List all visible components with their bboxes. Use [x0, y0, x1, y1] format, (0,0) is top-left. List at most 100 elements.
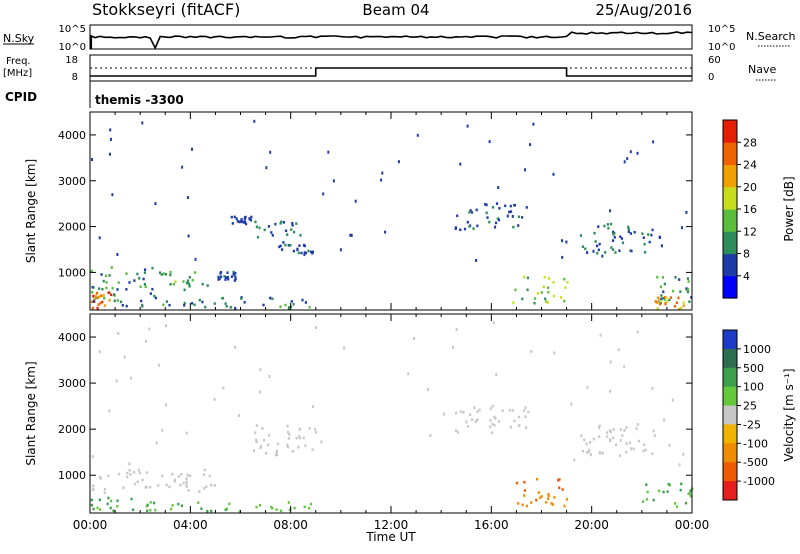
power-cell [149, 292, 152, 295]
power-cell [249, 218, 252, 222]
velocity-cell [132, 508, 135, 512]
power-cell [290, 300, 293, 303]
power-cell [512, 301, 515, 304]
power-cell [584, 247, 587, 251]
power-cell [191, 278, 194, 282]
power-cell [94, 294, 97, 298]
power-cell [380, 178, 383, 182]
velocity-cell [689, 494, 692, 498]
power-cell [109, 128, 112, 132]
velocity-cell [238, 510, 241, 513]
velocity-cell [608, 429, 611, 433]
power-cell [186, 196, 189, 199]
velocity-cell [530, 501, 533, 504]
velocity-cell [238, 414, 241, 417]
velocity-cell [651, 452, 654, 455]
velocity-cell [524, 426, 528, 429]
nsearch-tick-top: 10^5 [708, 24, 735, 35]
power-cell [560, 296, 563, 299]
power-cell [596, 252, 599, 255]
power-cell [299, 234, 302, 237]
power-cell [183, 288, 186, 292]
power-cell [613, 231, 616, 235]
velocity-cell [524, 406, 527, 410]
power-cell [566, 281, 569, 284]
velocity-cell [598, 426, 601, 430]
power-cell [607, 226, 610, 230]
velocity-cell [133, 482, 136, 486]
velocity-cell [141, 478, 144, 482]
velocity-cell [682, 452, 685, 456]
velocity-cell [518, 424, 521, 427]
power-cell [169, 283, 172, 286]
power-colorbar-tick-label: 8 [743, 248, 750, 261]
power-cell [526, 276, 529, 280]
power-cell [221, 296, 224, 300]
velocity-colorbar-tick-label: 25 [743, 400, 757, 413]
velocity-cell [469, 413, 472, 416]
power-ytick-label: 2000 [58, 221, 86, 234]
velocity-cell [314, 431, 318, 434]
power-cell [111, 193, 114, 197]
velocity-cell [187, 489, 190, 492]
velocity-cell [103, 487, 107, 491]
velocity-cell [107, 474, 110, 478]
power-cell [463, 227, 467, 231]
velocity-cell [601, 451, 604, 455]
velocity-cell [523, 409, 526, 412]
power-cell [604, 251, 607, 254]
velocity-cell [612, 428, 615, 431]
power-cell [255, 225, 258, 229]
power-cell [618, 249, 621, 252]
velocity-cell [636, 423, 640, 426]
velocity-cell [148, 327, 151, 331]
velocity-cell [287, 430, 290, 434]
velocity-colorbar-swatch [723, 424, 737, 444]
velocity-cell [527, 410, 530, 414]
velocity-xtick-label: 00:00 [675, 518, 710, 532]
velocity-cell [145, 471, 148, 474]
power-cell [281, 248, 284, 251]
power-cell [659, 236, 661, 239]
power-cell [677, 296, 680, 300]
power-cell [660, 244, 663, 248]
power-cell [636, 151, 639, 155]
power-cell [224, 276, 227, 279]
velocity-cell [598, 424, 601, 428]
velocity-cell [185, 485, 188, 488]
velocity-colorbar-tick-label: 100 [743, 381, 764, 394]
velocity-cell [165, 403, 168, 407]
velocity-cell [171, 504, 174, 507]
velocity-cell [308, 427, 311, 430]
power-cell [162, 303, 165, 307]
power-cell [496, 217, 499, 220]
velocity-ylabel: Slant Range [km] [24, 361, 38, 465]
power-cell [92, 294, 95, 298]
power-cell [91, 158, 93, 161]
power-cell [663, 296, 667, 299]
freq-tick-bottom: 8 [72, 72, 78, 83]
power-cell [681, 226, 683, 230]
power-cell [282, 221, 285, 224]
power-cell [475, 208, 478, 212]
power-cell [269, 296, 272, 300]
power-cell [384, 230, 387, 234]
power-cell [239, 220, 242, 223]
cpid-value: themis -3300 [95, 93, 184, 107]
power-cell [265, 166, 268, 170]
power-cell [293, 230, 296, 234]
power-cell [188, 276, 191, 279]
velocity-cell [570, 402, 573, 406]
velocity-cell [623, 429, 626, 432]
velocity-cell [609, 438, 612, 441]
velocity-cell [551, 503, 554, 506]
power-cell [668, 298, 671, 302]
power-cell [623, 160, 626, 164]
velocity-cell [129, 376, 132, 380]
velocity-cell [563, 504, 566, 508]
power-cell [153, 294, 156, 298]
velocity-cell [643, 443, 646, 447]
power-cell [674, 276, 677, 279]
velocity-cell [466, 425, 470, 428]
velocity-xtick-label: 04:00 [173, 518, 208, 532]
